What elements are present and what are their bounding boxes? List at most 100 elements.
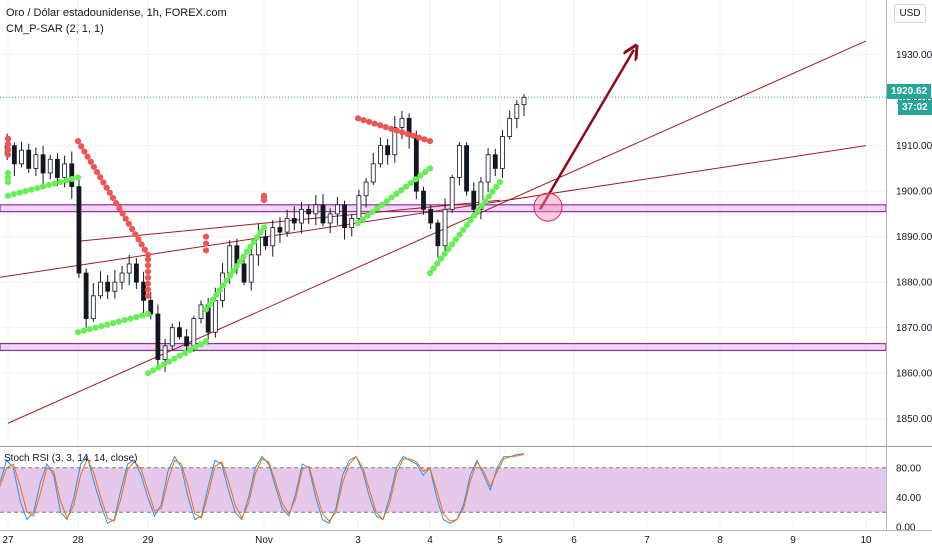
sar-dot-up: [496, 178, 504, 186]
sar-dot-down: [382, 123, 389, 131]
chart-title[interactable]: Oro / Dólar estadounidense, 1h, FOREX.co…: [6, 7, 227, 19]
currency-scale-button[interactable]: USD: [894, 4, 926, 23]
sar-dot-up: [213, 291, 220, 299]
sar-dot-down: [388, 125, 395, 132]
sar-dot-up: [243, 248, 251, 255]
sar-dot-down: [106, 189, 113, 196]
candle-body: [442, 208, 448, 247]
sar-dot-down: [128, 225, 136, 233]
sar-dot-down: [371, 120, 378, 127]
candle-body: [248, 254, 254, 283]
sar-dot-up: [474, 207, 481, 214]
sar-dot-down: [84, 153, 91, 160]
sar-dot-down: [202, 233, 210, 240]
sar-dot-up: [478, 202, 485, 210]
sar-dot-down: [132, 231, 139, 238]
sar-dot-down: [141, 246, 148, 253]
last-price-badge: 1920.62: [887, 84, 932, 99]
sar-dot-up: [257, 229, 264, 236]
sar-dot-down: [119, 210, 126, 217]
price-tick-label: 1850.00: [896, 414, 932, 425]
sar-dot-up: [192, 344, 199, 351]
candle-body: [191, 318, 197, 347]
time-tick-label: Nov: [255, 535, 273, 546]
sar-dot-up: [4, 192, 12, 199]
sar-dot-down: [144, 280, 152, 287]
sar-dot-up: [485, 193, 493, 200]
time-tick-label: 29: [142, 535, 154, 546]
sar-dot-down: [144, 256, 152, 263]
sar-dot-up: [74, 329, 82, 336]
sar-dot-up: [426, 165, 434, 172]
sar-dot-up: [254, 234, 261, 241]
sar-dot-down: [103, 184, 110, 191]
sar-dot-up: [209, 296, 216, 303]
sar-dot-up: [127, 315, 134, 322]
candle-body: [155, 313, 161, 360]
sar-dot-up: [144, 370, 152, 377]
sar-dot-up: [369, 208, 376, 216]
sar-dot-down: [415, 134, 423, 141]
candle-body: [69, 163, 75, 187]
time-tick-label: 5: [497, 535, 503, 546]
sar-dot-up: [226, 272, 233, 279]
candle-body: [449, 177, 455, 210]
sar-dot-up: [240, 253, 247, 260]
candle-body: [492, 154, 498, 169]
indicator-label[interactable]: CM_P-SAR (2, 1, 1): [6, 23, 104, 35]
sar-dot-up: [51, 180, 58, 187]
sar-dot-up: [74, 174, 82, 181]
sar-dot-up: [28, 186, 35, 193]
candle-body: [299, 208, 304, 224]
candle-body: [349, 218, 355, 228]
sar-dot-up: [434, 260, 441, 267]
candle-body: [177, 327, 182, 338]
time-tick-label: 7: [644, 535, 650, 546]
sar-dot-down: [410, 132, 417, 139]
sar-dot-up: [69, 175, 76, 183]
sar-dot-up: [460, 226, 467, 234]
sar-dot-down: [4, 141, 12, 148]
sar-dot-up: [4, 174, 12, 181]
sar-dot-down: [399, 129, 406, 136]
sar-dot-up: [449, 241, 456, 248]
candle-body: [327, 213, 333, 224]
sar-dot-down: [404, 130, 411, 138]
candle-body: [162, 345, 168, 360]
sar-dot-down: [377, 122, 384, 129]
sar-dot-up: [45, 181, 52, 189]
candle-body: [112, 281, 118, 292]
sar-dot-down: [122, 215, 129, 222]
rsi-label[interactable]: Stoch RSI (3, 3, 14, 14, close): [4, 453, 138, 464]
trendlines: [0, 40, 867, 424]
candles: [4, 94, 527, 373]
price-tick-label: 1910.00: [896, 141, 932, 152]
sar-dot-up: [489, 188, 496, 195]
sar-dot-up: [260, 224, 268, 231]
sar-dot-up: [452, 236, 459, 243]
sar-dot-up: [216, 287, 223, 294]
trendline: [0, 145, 867, 278]
rsi-tick-label: 80.00: [896, 463, 921, 474]
candle-body: [105, 281, 111, 292]
sar-dot-up: [471, 212, 478, 219]
candle-body: [40, 154, 46, 174]
stoch-rsi-panel: [0, 446, 932, 525]
candle-body: [141, 281, 146, 301]
sar-dot-down: [360, 116, 367, 124]
candle-body: [198, 304, 204, 319]
candle-body: [98, 281, 103, 297]
sar-dot-up: [393, 190, 400, 197]
sar-dot-up: [92, 324, 99, 331]
sar-dot-up: [456, 231, 463, 238]
time-tick-label: 3: [355, 535, 361, 546]
candle-body: [413, 136, 419, 192]
sar-dot-up: [407, 179, 414, 187]
sar-dot-down: [100, 179, 107, 186]
sar-dot-up: [86, 326, 93, 333]
sar-dot-up: [441, 250, 448, 257]
sar-dot-up: [463, 222, 470, 229]
candle-body: [270, 227, 276, 247]
sar-dot-up: [398, 187, 405, 194]
